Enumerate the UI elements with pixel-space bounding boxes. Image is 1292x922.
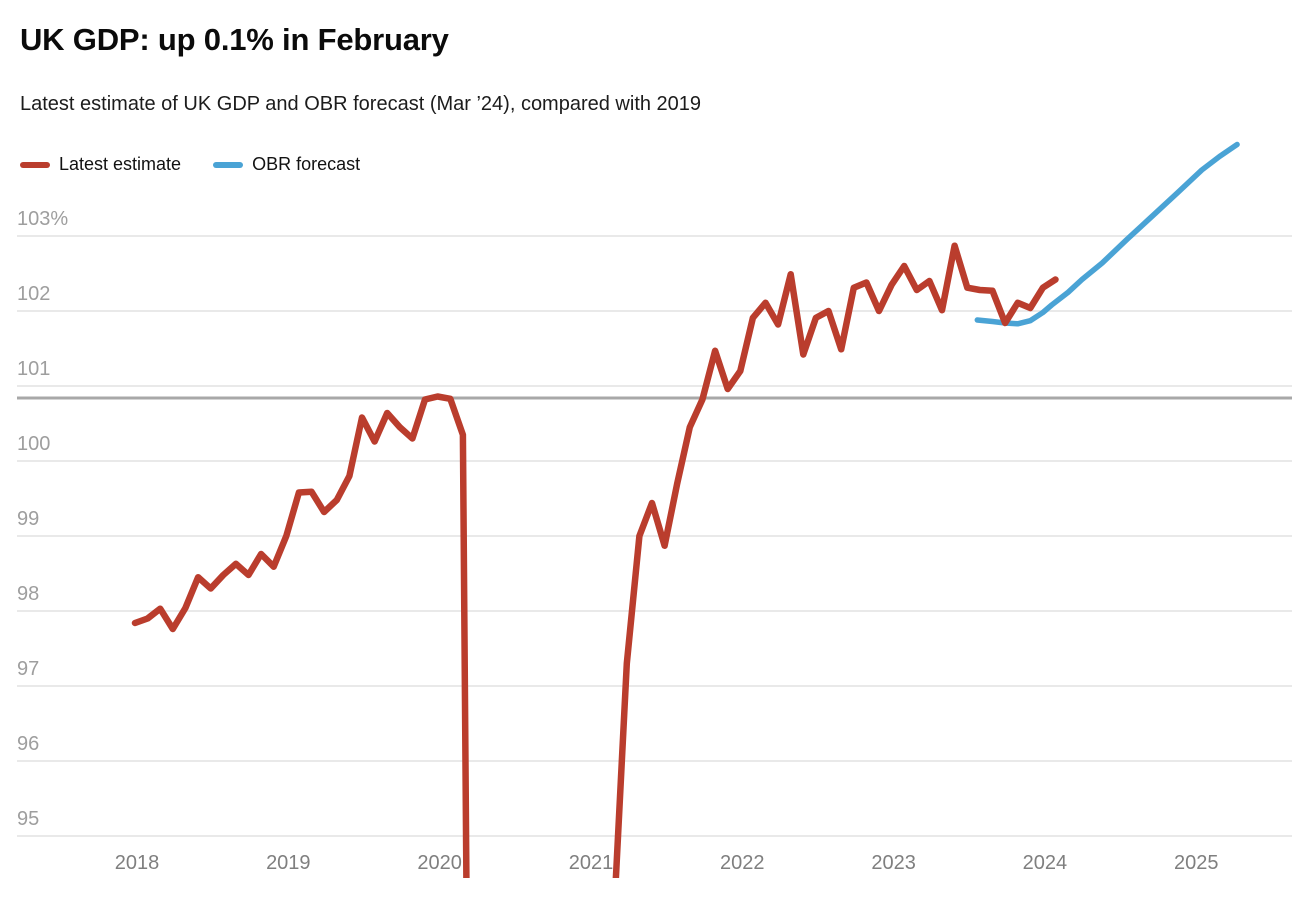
- y-axis-label-101: 101: [17, 358, 50, 380]
- y-axis-label-98: 98: [17, 583, 39, 605]
- y-axis-label-103: 103%: [17, 208, 68, 230]
- x-axis-label-2022: 2022: [720, 852, 765, 874]
- x-axis-label-2023: 2023: [871, 852, 916, 874]
- x-axis-label-2024: 2024: [1023, 852, 1068, 874]
- y-axis-label-102: 102: [17, 283, 50, 305]
- y-axis-label-97: 97: [17, 658, 39, 680]
- y-axis-label-99: 99: [17, 508, 39, 530]
- legend-label-latest-estimate: Latest estimate: [59, 154, 182, 174]
- obr-forecast-swatch-icon: [213, 161, 244, 168]
- y-axis-label-95: 95: [17, 808, 39, 830]
- legend-item-latest-estimate: Latest estimate: [20, 154, 181, 175]
- obr-forecast-line: [974, 141, 1240, 327]
- x-axis-label-2020: 2020: [417, 852, 462, 874]
- latest-estimate-line: [131, 242, 1059, 878]
- chart-title: UK GDP: up 0.1% in February: [20, 22, 449, 57]
- x-axis-label-2021: 2021: [569, 852, 614, 874]
- y-axis-label-100: 100: [17, 433, 50, 455]
- latest-estimate-swatch-icon: [20, 161, 50, 168]
- x-axis-label-2019: 2019: [266, 852, 311, 874]
- chart-legend: Latest estimate OBR forecast: [20, 154, 360, 175]
- y-axis-label-96: 96: [17, 733, 39, 755]
- x-axis-label-2025: 2025: [1174, 852, 1219, 874]
- chart-subtitle: Latest estimate of UK GDP and OBR foreca…: [20, 93, 702, 115]
- legend-label-obr-forecast: OBR forecast: [252, 154, 361, 174]
- legend-item-obr-forecast: OBR forecast: [213, 154, 360, 175]
- x-axis-label-2018: 2018: [115, 852, 160, 874]
